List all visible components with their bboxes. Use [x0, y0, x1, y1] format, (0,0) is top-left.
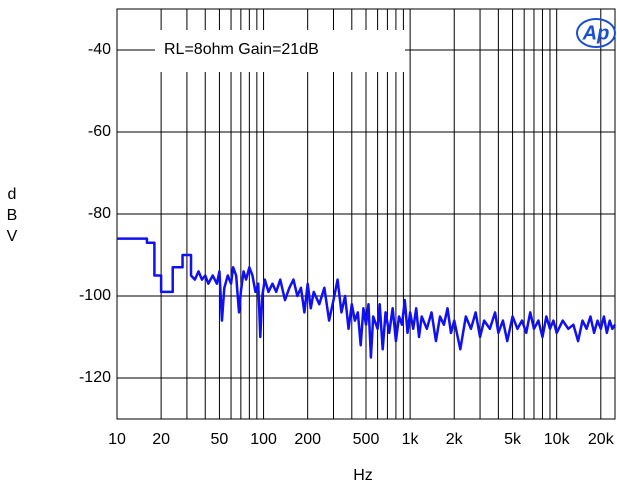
plot-frame — [116, 8, 616, 420]
logo: Ap — [582, 22, 610, 44]
y-tick-label: -120 — [79, 369, 111, 386]
x-tick-label: 20k — [588, 431, 615, 448]
grid — [116, 8, 616, 420]
data-line — [117, 237, 617, 359]
x-tick-label: 100 — [250, 431, 277, 448]
x-tick-label: 50 — [211, 431, 229, 448]
x-tick-label: 10k — [544, 431, 571, 448]
x-tick-label: 10 — [108, 431, 126, 448]
y-tick-label: -40 — [88, 41, 111, 58]
y-tick-label: -80 — [88, 205, 111, 222]
x-tick-label: 1k — [402, 431, 420, 448]
y-tick-label: -100 — [79, 287, 111, 304]
x-tick-label: 200 — [294, 431, 321, 448]
x-tick-label: 5k — [504, 431, 522, 448]
x-axis-label: Hz — [353, 467, 373, 484]
annotation-box — [155, 30, 405, 72]
plot — [117, 237, 617, 359]
y-tick-label: -60 — [88, 123, 111, 140]
logo-ring — [576, 18, 616, 48]
annotation: RL=8ohm Gain=21dB — [164, 41, 319, 58]
x-tick-label: 20 — [152, 431, 170, 448]
x-tick-label: 500 — [353, 431, 380, 448]
x-tick-label: 2k — [446, 431, 464, 448]
y-axis-label: dBV — [4, 186, 21, 249]
